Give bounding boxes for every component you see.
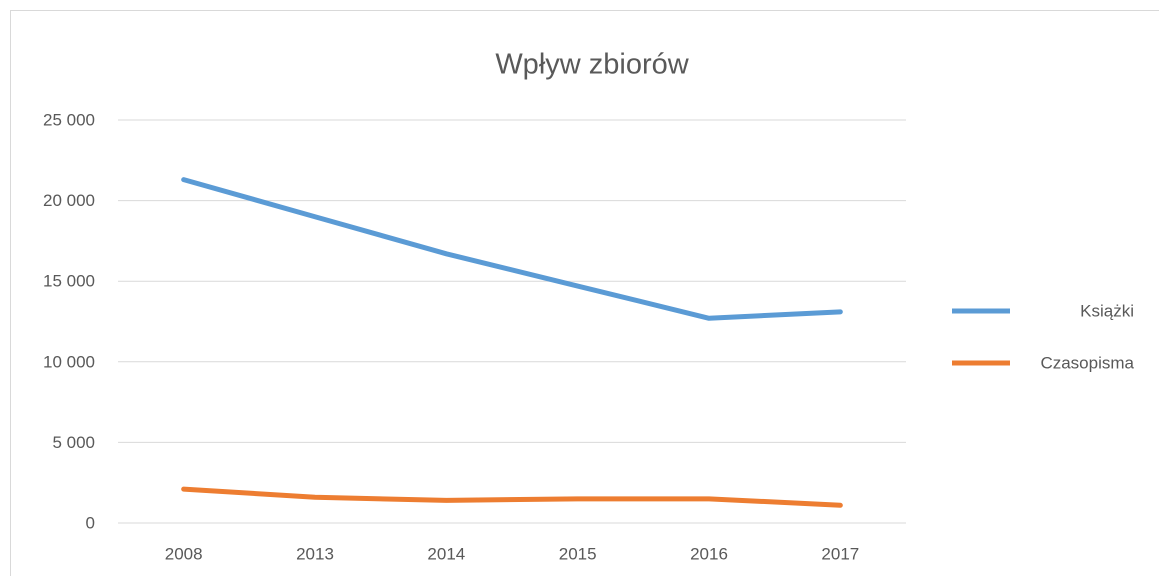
legend-label: Czasopisma xyxy=(1040,353,1134,372)
legend-label: Książki xyxy=(1080,301,1134,320)
chart-border xyxy=(10,10,1159,576)
y-tick-label: 25 000 xyxy=(43,110,95,129)
y-tick-label: 15 000 xyxy=(43,272,95,291)
y-tick-label: 5 000 xyxy=(52,433,95,452)
y-tick-label: 10 000 xyxy=(43,352,95,371)
series-line xyxy=(181,177,843,321)
y-tick-label: 0 xyxy=(86,513,95,532)
x-tick-label: 2008 xyxy=(165,544,203,563)
x-tick-label: 2015 xyxy=(559,544,597,563)
x-tick-label: 2013 xyxy=(296,544,334,563)
series-line xyxy=(181,486,843,508)
x-tick-label: 2017 xyxy=(821,544,859,563)
x-tick-label: 2014 xyxy=(427,544,465,563)
chart-title: Wpływ zbiorów xyxy=(495,49,689,81)
y-tick-label: 20 000 xyxy=(43,191,95,210)
x-tick-label: 2016 xyxy=(690,544,728,563)
